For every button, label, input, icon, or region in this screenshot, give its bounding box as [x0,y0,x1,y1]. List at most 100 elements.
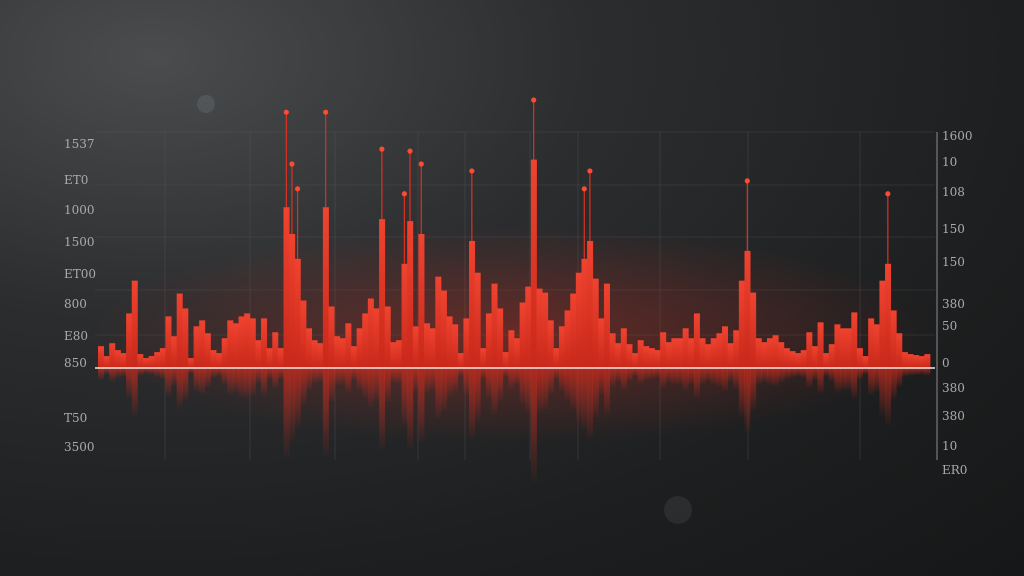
bar-reflection [750,368,757,410]
bar [193,326,200,368]
bar-reflection [581,368,588,429]
bar [845,328,852,368]
bar [126,313,133,368]
bar [648,348,655,368]
bar-reflection [688,368,695,385]
bar [682,328,689,368]
bar-reflection [615,368,622,382]
bar [525,286,532,368]
bar-reflection [553,368,560,379]
bar [626,344,633,368]
bar [491,283,498,368]
bar [542,292,549,368]
bar [401,263,408,368]
bar-reflection [272,368,279,388]
bar-reflection [407,368,414,449]
bar [873,324,880,368]
bar [885,263,892,368]
bar [615,343,622,368]
bar-reflection [176,368,183,409]
bar-reflection [457,368,464,377]
bar [834,324,841,368]
bar [575,272,582,368]
bar [367,298,374,368]
bar [856,348,863,368]
right-tick-label: 380 [942,409,965,423]
bar [497,308,504,368]
bar-reflection [671,368,678,385]
bar [851,312,858,368]
bar [114,350,121,368]
bar [710,338,717,368]
bar-reflection [558,368,565,391]
bar [761,342,768,368]
right-tick-label: 380 [942,381,965,395]
bar-reflection [682,368,689,390]
bar-reflection [587,368,594,438]
bar [918,356,925,368]
left-tick-label: ET0 [64,173,88,187]
bar-reflection [182,368,189,401]
bar [244,313,251,368]
bar-reflection [592,368,599,418]
bar [452,324,459,368]
bar [412,326,419,368]
bar-reflection [660,368,667,388]
bar [581,258,588,368]
bar-reflection [901,368,908,377]
bar [300,300,307,368]
bar [463,318,470,368]
bar-reflection [103,368,110,375]
bar [665,342,672,368]
bar [744,250,751,368]
bar [480,348,487,368]
bars [98,97,931,368]
bar [643,346,650,368]
bar-reflection [648,368,655,379]
bar-reflection [514,368,521,385]
bar-reflection [575,368,582,421]
bar [733,330,740,368]
bar-reflection [440,368,447,411]
left-tick-label: ET00 [64,267,96,281]
bar-reflection [502,368,509,377]
bar [570,293,577,368]
bar-reflection [227,368,234,395]
bar [98,346,105,368]
bar [558,326,565,368]
bar-reflection [834,368,841,393]
bar [103,356,110,368]
spike-dot [418,161,424,167]
bar-reflection [306,368,313,390]
bar [738,280,745,368]
bar-reflection [446,368,453,397]
bar-reflection [463,368,470,396]
bar-reflection [778,368,785,383]
bar-reflection [603,368,610,415]
bar-reflection [868,368,875,396]
bar-reflection [896,368,903,388]
bar-reflection [665,368,672,383]
bar [693,313,700,368]
bar-reflection [159,368,166,379]
right-axis: 1600 10 108 150 150 380 50 0 380 380 10 ER0 [942,129,973,477]
bar-reflection [469,368,476,438]
spike-dot [283,109,289,115]
bar-reflection [907,368,914,376]
right-tick-label: ER0 [942,463,967,477]
right-tick-label: 50 [942,319,957,333]
bar [373,308,380,368]
bar [429,328,436,368]
bar [227,320,234,368]
bar [508,330,515,368]
bar [755,338,762,368]
bar-reflection [564,368,571,400]
bar-reflection [98,368,105,381]
right-tick-label: 150 [942,255,965,269]
left-tick-label: E80 [64,329,88,343]
bar-reflection [424,368,431,393]
bar-reflection [632,368,639,377]
bar [272,332,279,368]
bar [266,348,273,368]
bar [131,280,138,368]
